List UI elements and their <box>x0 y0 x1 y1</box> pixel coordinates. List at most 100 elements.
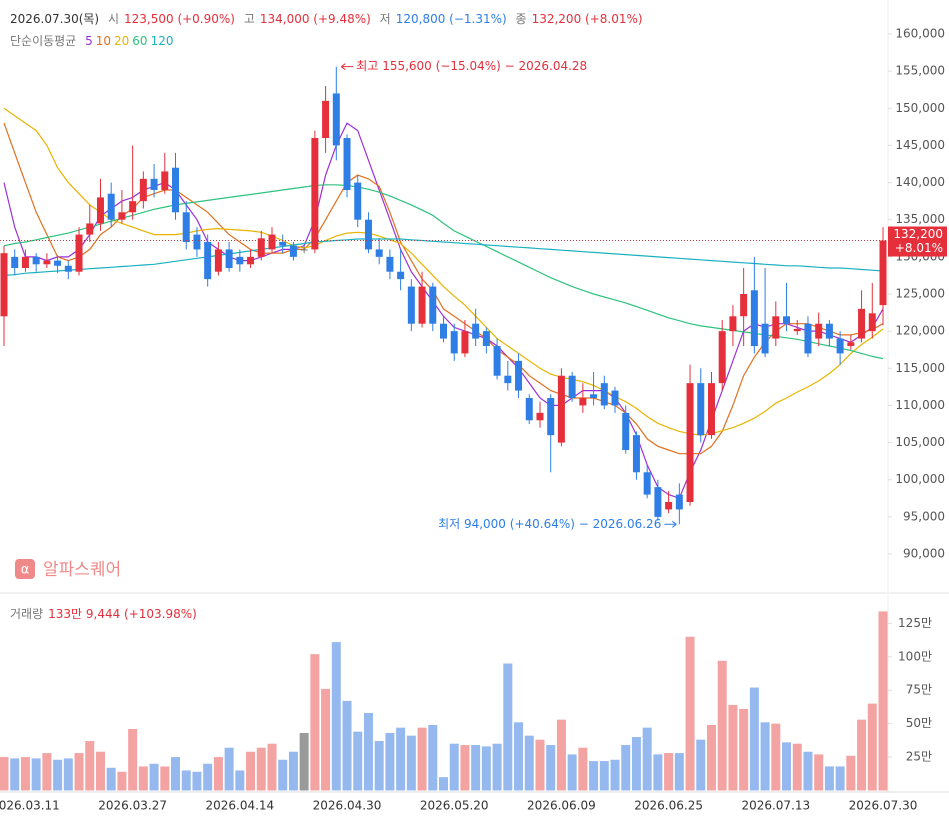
volume-bar <box>160 766 170 791</box>
volume-bar <box>460 745 470 791</box>
label: 종 <box>515 12 527 26</box>
candle-body <box>643 472 651 495</box>
volume-bar <box>192 771 202 791</box>
candle-body <box>139 178 147 202</box>
candle-body <box>289 245 297 257</box>
y-tick-label: 125만 <box>898 616 932 630</box>
volume-bar <box>449 743 459 791</box>
volume-bar <box>492 743 502 791</box>
volume-bar <box>867 703 877 791</box>
volume-bar <box>63 758 73 791</box>
volume-bar <box>599 761 609 791</box>
label: 고 <box>243 12 255 26</box>
value: 134,000 (+9.48%) <box>259 12 371 26</box>
y-tick-label: 120,000 <box>895 324 945 338</box>
candle-body <box>279 242 287 246</box>
candle-body <box>718 331 726 384</box>
candle-body <box>804 323 812 354</box>
candle-body <box>472 323 480 339</box>
volume-bar <box>567 754 577 791</box>
candle-body <box>75 234 83 272</box>
x-tick-label: 2026.05.20 <box>420 799 489 813</box>
volume-bar <box>213 757 223 791</box>
volume-bar <box>717 660 727 791</box>
candle-body <box>740 294 748 317</box>
candle-body <box>311 138 319 250</box>
y-tick-label: 115,000 <box>895 361 945 375</box>
candle-body <box>461 331 469 354</box>
volume-bar <box>20 757 30 791</box>
volume-bar <box>235 770 245 791</box>
candle-body <box>225 249 233 269</box>
candle-body <box>482 331 490 347</box>
candle-body <box>600 383 608 406</box>
candle-body <box>182 212 190 243</box>
volume-bar <box>642 727 652 791</box>
volume-bar <box>503 663 513 791</box>
candle-body <box>96 197 104 224</box>
volume-bar <box>481 746 491 791</box>
candle-body <box>761 323 769 354</box>
volume-bar <box>878 611 888 791</box>
candle-body <box>43 260 51 265</box>
label: 저 <box>379 12 391 26</box>
volume-bar <box>514 722 524 791</box>
candle-body <box>675 494 683 510</box>
y-tick-label: 135,000 <box>895 212 945 226</box>
y-tick-label: 75만 <box>906 683 932 697</box>
candle-body <box>257 238 265 257</box>
annotation-arrow <box>341 63 354 71</box>
candle-body <box>118 212 126 220</box>
label: 시 <box>107 12 119 26</box>
candle-body <box>343 138 351 191</box>
volume-bar <box>621 745 631 791</box>
candle-body <box>858 308 866 339</box>
ma-label: 단순이동평균 <box>10 34 77 48</box>
candle-body <box>429 286 437 324</box>
candle-body <box>247 256 255 265</box>
ma-legend-entry: 10 <box>95 34 111 48</box>
volume-bar <box>406 735 416 791</box>
y-tick-label: 95,000 <box>903 509 945 523</box>
candle-body <box>868 313 876 332</box>
volume-bar <box>171 757 181 791</box>
x-tick-label: 2026.07.13 <box>741 799 810 813</box>
ma-legend-entry: 60 <box>132 34 148 48</box>
candle-body <box>568 375 576 399</box>
volume-bar <box>428 724 438 791</box>
candle-body <box>665 502 673 510</box>
volume-bar <box>42 753 52 791</box>
volume-bar <box>85 741 95 791</box>
candle-body <box>21 256 29 269</box>
volume-bar <box>578 747 588 791</box>
candle-body <box>525 398 533 421</box>
y-tick-label: 50만 <box>906 716 932 730</box>
x-tick-label: 2026.03.11 <box>0 799 60 813</box>
candle-body <box>0 253 8 317</box>
candle-body <box>172 167 180 213</box>
volume-header: 거래량 133만 9,444 (+103.98%) <box>10 605 202 622</box>
volume-bar <box>706 724 716 791</box>
volume-bar <box>310 654 320 791</box>
y-tick-label: 125,000 <box>895 287 945 301</box>
candle-body <box>836 338 844 354</box>
candle-body <box>54 260 62 266</box>
annotation-min: 최저 94,000 (+40.64%) − 2026.06.26 <box>438 517 661 531</box>
volume-bar <box>117 771 127 791</box>
value: 123,500 (+0.90%) <box>124 12 235 26</box>
volume-bar <box>331 642 341 791</box>
ma-line <box>3 184 884 360</box>
volume-bar <box>53 759 63 791</box>
candle-body <box>793 328 801 332</box>
candle-body <box>150 178 158 191</box>
candle-body <box>386 256 394 272</box>
volume-bar <box>0 757 9 791</box>
candle-body <box>236 256 244 265</box>
y-tick-label: 155,000 <box>895 64 945 78</box>
volume-bar <box>782 742 792 791</box>
volume-bar <box>824 766 834 791</box>
volume-bar <box>728 704 738 791</box>
candle-body <box>268 234 276 250</box>
volume-bar <box>181 770 191 791</box>
volume-bar <box>128 728 138 791</box>
